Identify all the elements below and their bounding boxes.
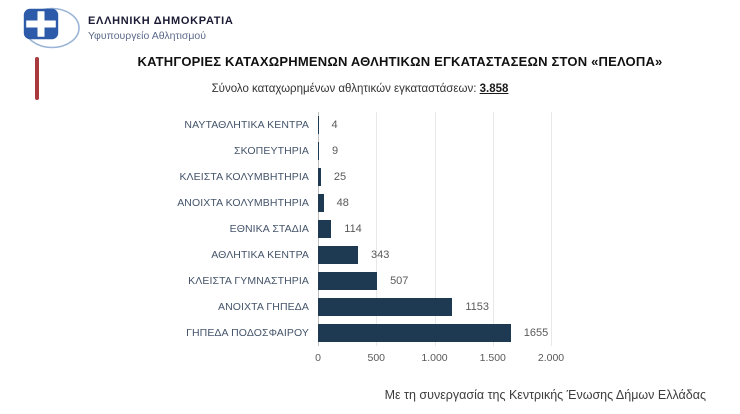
value-label: 1153 xyxy=(465,301,489,313)
value-label: 507 xyxy=(390,275,409,287)
value-label: 1655 xyxy=(523,327,549,339)
value-label: 4 xyxy=(331,119,338,131)
gridline xyxy=(551,112,552,346)
bar-area: 25 xyxy=(318,168,551,186)
government-header-text: ΕΛΛΗΝΙΚΗ ΔΗΜΟΚΡΑΤΙΑ Υφυπουργείο Αθλητισμ… xyxy=(88,15,234,42)
category-label: ΓΗΠΕΔΑ ΠΟΔΟΣΦΑΙΡΟΥ xyxy=(186,327,309,339)
org-subtitle: Υφυπουργείο Αθλητισμού xyxy=(88,29,207,42)
bar-row: ΝΑΥΤΑΘΛΗΤΙΚΑ ΚΕΝΤΡΑ 4 xyxy=(0,112,740,138)
bar-row: ΑΝΟΙΧΤΑ ΚΟΛΥΜΒΗΤΗΡΙΑ 48 xyxy=(0,190,740,216)
bar xyxy=(318,168,321,186)
category-label: ΣΚΟΠΕΥΤΗΡΙΑ xyxy=(234,145,309,157)
x-axis: 0 500 1.000 1.500 2.000 xyxy=(315,352,564,368)
bar-row: ΣΚΟΠΕΥΤΗΡΙΑ 9 xyxy=(0,138,740,164)
chart-subtitle: Σύνολο καταχωρημένων αθλητικών εγκαταστά… xyxy=(0,83,720,95)
x-tick-label: 1.000 xyxy=(421,352,448,364)
x-tick-label: 500 xyxy=(367,352,386,364)
bar xyxy=(318,142,320,160)
bar-row: ΚΛΕΙΣΤΑ ΚΟΛΥΜΒΗΤΗΡΙΑ 25 xyxy=(0,164,740,190)
government-header: ΕΛΛΗΝΙΚΗ ΔΗΜΟΚΡΑΤΙΑ Υφυπουργείο Αθλητισμ… xyxy=(22,7,234,49)
bar-area: 4 xyxy=(318,116,551,134)
value-label: 114 xyxy=(344,223,362,235)
category-label: ΑΝΟΙΧΤΑ ΓΗΠΕΔΑ xyxy=(217,301,309,313)
gridline xyxy=(434,112,436,346)
bar-row: ΓΗΠΕΔΑ ΠΟΔΟΣΦΑΙΡΟΥ 1655 xyxy=(0,320,740,346)
category-label: ΕΘΝΙΚΑ ΣΤΑΔΙΑ xyxy=(229,223,309,235)
value-label: 25 xyxy=(333,171,347,183)
bar-row: ΚΛΕΙΣΤΑ ΓΥΜΝΑΣΤΗΡΙΑ 507 xyxy=(0,268,740,294)
red-accent-bar xyxy=(35,57,39,100)
value-label: 343 xyxy=(370,249,390,261)
value-label: 48 xyxy=(336,197,349,209)
bar-area: 343 xyxy=(318,246,551,264)
bar xyxy=(318,220,332,238)
category-label: ΑΘΛΗΤΙΚΑ ΚΕΝΤΡΑ xyxy=(211,249,309,261)
hellenic-republic-emblem-icon xyxy=(23,7,80,49)
bar-area: 507 xyxy=(318,272,551,290)
bar xyxy=(318,194,324,212)
category-label: ΚΛΕΙΣΤΑ ΓΥΜΝΑΣΤΗΡΙΑ xyxy=(188,275,309,287)
x-tick-label: 2.000 xyxy=(537,352,565,364)
subtitle-total-value: 3.858 xyxy=(479,83,509,95)
bar-area: 114 xyxy=(318,220,551,238)
bar-row: ΑΝΟΙΧΤΑ ΓΗΠΕΔΑ 1153 xyxy=(0,294,740,320)
bar-row: ΕΘΝΙΚΑ ΣΤΑΔΙΑ 114 xyxy=(0,216,740,242)
category-label: ΝΑΥΤΑΘΛΗΤΙΚΑ ΚΕΝΤΡΑ xyxy=(184,119,309,131)
bar-rows: ΝΑΥΤΑΘΛΗΤΙΚΑ ΚΕΝΤΡΑ 4 ΣΚΟΠΕΥΤΗΡΙΑ 9 ΚΛΕΙΣΤΑ … xyxy=(0,112,740,346)
category-label: ΚΛΕΙΣΤΑ ΚΟΛΥΜΒΗΤΗΡΙΑ xyxy=(179,171,309,183)
value-label: 9 xyxy=(332,145,339,157)
x-tick-label: 0 xyxy=(315,352,321,364)
bar xyxy=(318,116,319,134)
bar-chart: ΝΑΥΤΑΘΛΗΤΙΚΑ ΚΕΝΤΡΑ 4 ΣΚΟΠΕΥΤΗΡΙΑ 9 ΚΛΕΙΣΤΑ … xyxy=(0,112,740,372)
bar-row: ΑΘΛΗΤΙΚΑ ΚΕΝΤΡΑ 343 xyxy=(0,242,740,268)
chart-title: ΚΑΤΗΓΟΡΙΕΣ ΚΑΤΑΧΩΡΗΜΕΝΩΝ ΑΘΛΗΤΙΚΩΝ ΕΓΚΑΤ… xyxy=(137,54,663,69)
x-tick-label: 1.500 xyxy=(479,352,506,364)
bar-area: 1655 xyxy=(318,324,551,342)
bar xyxy=(318,246,358,264)
bar xyxy=(318,298,453,316)
bar xyxy=(318,324,511,342)
category-label: ΑΝΟΙΧΤΑ ΚΟΛΥΜΒΗΤΗΡΙΑ xyxy=(177,197,309,209)
bar xyxy=(318,272,378,290)
bar-area: 9 xyxy=(318,142,551,160)
subtitle-text: Σύνολο καταχωρημένων αθλητικών εγκαταστά… xyxy=(211,83,480,95)
org-name: ΕΛΛΗΝΙΚΗ ΔΗΜΟΚΡΑΤΙΑ xyxy=(88,14,234,27)
gridline xyxy=(376,112,378,346)
bar-area: 1153 xyxy=(318,298,551,316)
footer-credit: Με τη συνεργασία της Κεντρικής Ένωσης Δή… xyxy=(384,388,706,402)
gridline xyxy=(492,112,494,346)
bar-area: 48 xyxy=(318,194,551,212)
